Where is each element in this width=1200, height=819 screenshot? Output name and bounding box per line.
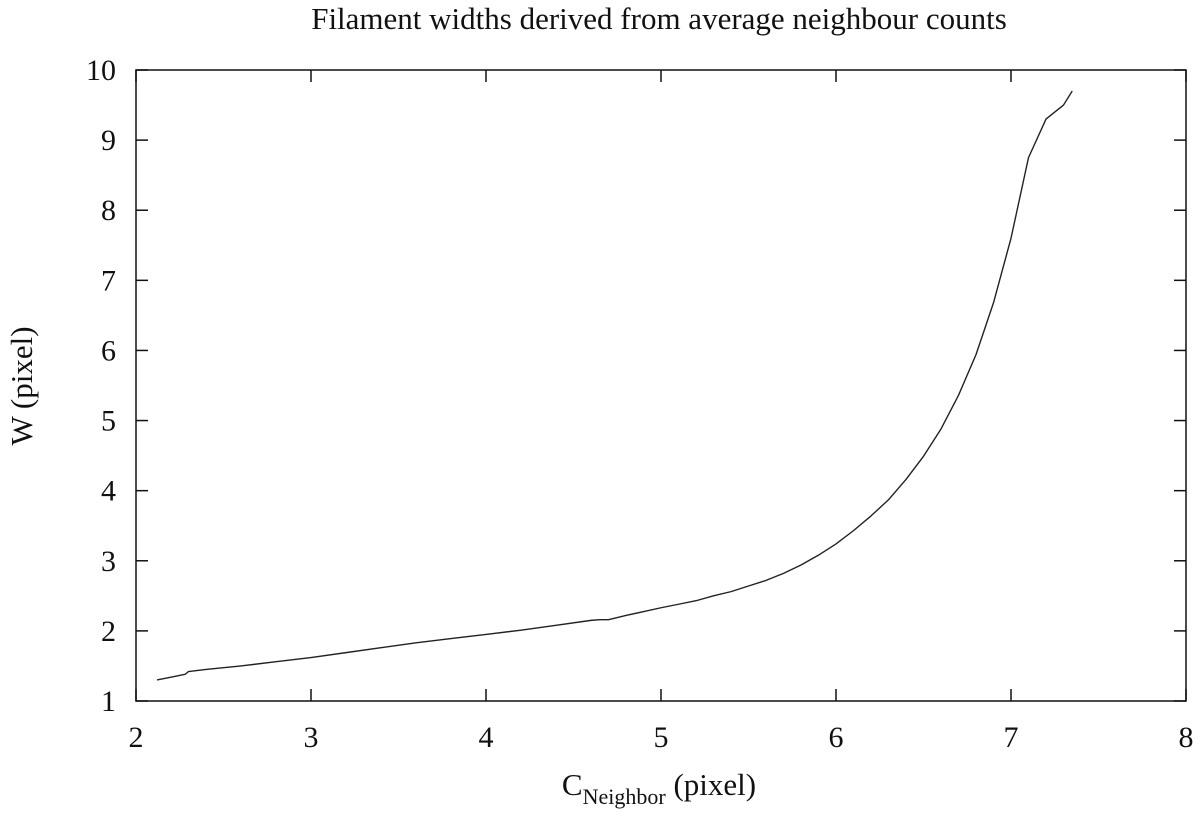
x-tick-label: 3 — [304, 721, 319, 754]
x-axis-label-subscript: Neighbor — [583, 784, 667, 809]
y-tick-label: 1 — [101, 685, 116, 718]
x-tick-label: 5 — [654, 721, 669, 754]
y-tick-label: 2 — [101, 615, 116, 648]
y-tick-label: 4 — [101, 475, 116, 508]
x-tick-label: 7 — [1004, 721, 1019, 754]
x-tick-label: 8 — [1179, 721, 1194, 754]
y-axis-ticks: 1 2 3 4 5 6 7 8 9 10 — [86, 54, 1186, 718]
y-tick-label: 8 — [101, 194, 116, 227]
y-tick-label: 9 — [101, 124, 116, 157]
x-axis-label: CNeighbor (pixel) — [562, 767, 756, 809]
y-axis-label: W (pixel) — [4, 326, 39, 445]
x-axis-ticks: 2 3 4 5 6 7 8 — [129, 70, 1194, 754]
chart-title: Filament widths derived from average nei… — [311, 1, 1007, 36]
series-layer — [156, 90, 1073, 681]
x-tick-label: 6 — [829, 721, 844, 754]
x-axis-label-main: C — [562, 767, 583, 802]
y-tick-label: 10 — [86, 54, 116, 87]
plot-frame — [135, 69, 1187, 702]
y-tick-label: 5 — [101, 405, 116, 438]
series-line — [156, 90, 1073, 681]
y-tick-label: 7 — [101, 264, 116, 297]
x-tick-label: 4 — [479, 721, 494, 754]
x-tick-label: 2 — [129, 721, 144, 754]
y-tick-label: 6 — [101, 334, 116, 367]
x-axis-label-unit: (pixel) — [666, 767, 756, 802]
y-tick-label: 3 — [101, 545, 116, 578]
